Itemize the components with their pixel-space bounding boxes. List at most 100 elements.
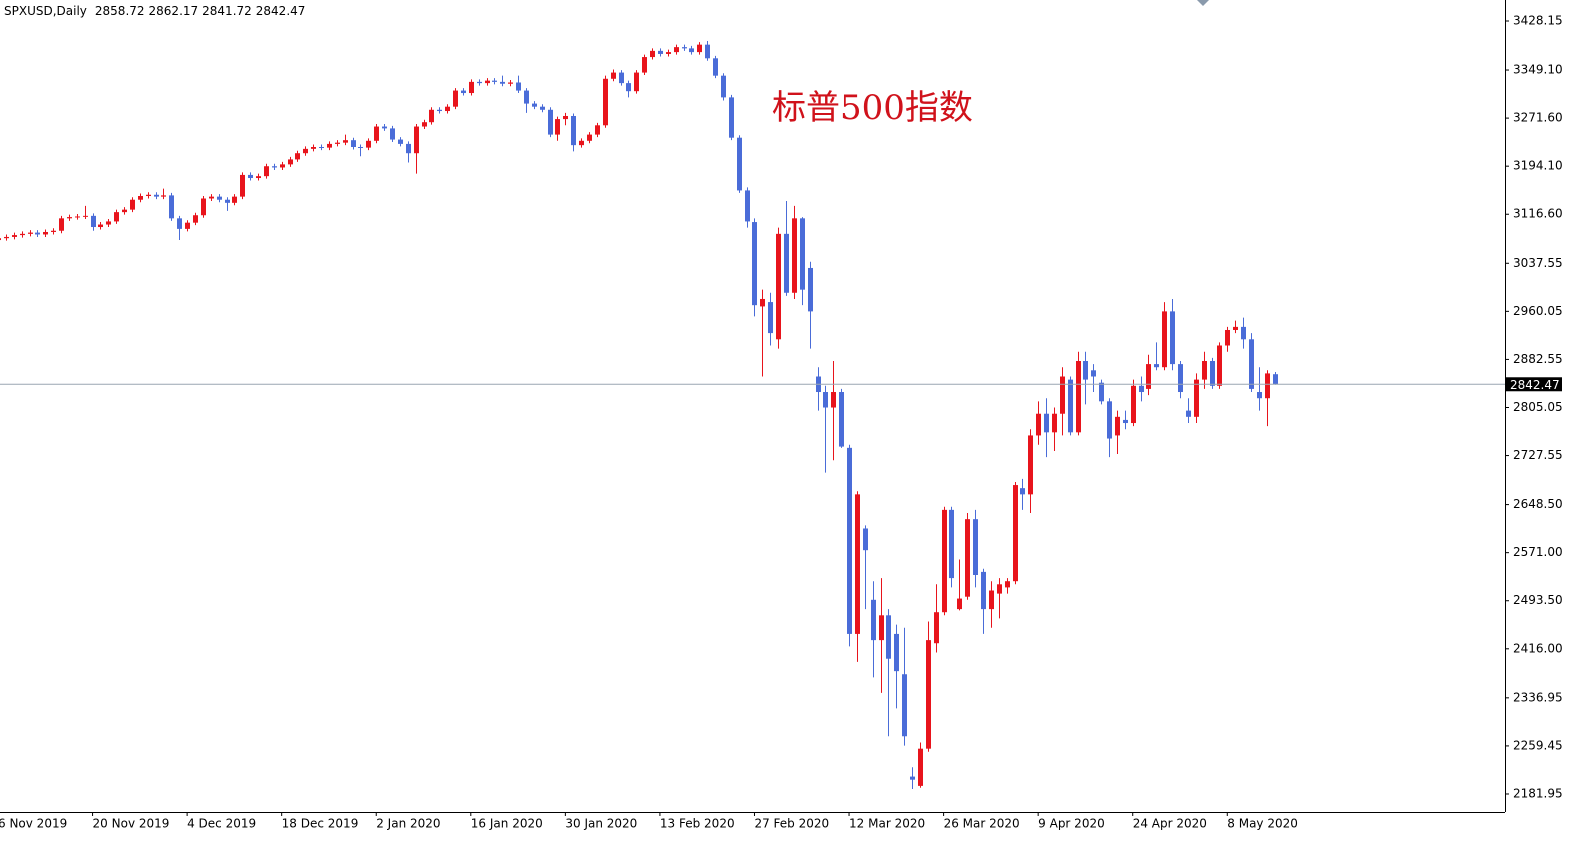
y-tick-label: 2727.55 xyxy=(1513,448,1563,462)
candles xyxy=(0,40,1278,789)
candle-body xyxy=(847,447,852,634)
candle-body xyxy=(697,44,702,53)
candle-body xyxy=(611,72,616,79)
candle-body xyxy=(650,50,655,58)
candle-body xyxy=(161,195,166,197)
x-tick-label: 13 Feb 2020 xyxy=(660,817,735,831)
candle-body xyxy=(75,216,80,218)
candle-body xyxy=(721,75,726,98)
candle-body xyxy=(67,217,72,219)
x-tick-label: 26 Mar 2020 xyxy=(944,817,1020,831)
candle-body xyxy=(603,78,608,126)
candle-body xyxy=(437,109,442,112)
candle-body xyxy=(225,199,230,203)
price-label-box xyxy=(1506,377,1562,392)
candle-body xyxy=(114,212,119,222)
candle-body xyxy=(4,236,9,239)
candle-body xyxy=(485,80,490,84)
candle-body xyxy=(1178,364,1183,393)
candle-body xyxy=(949,509,954,579)
candle-body xyxy=(800,218,805,290)
candle-body xyxy=(1083,360,1088,380)
candle-body xyxy=(1131,385,1136,424)
candle-body xyxy=(130,199,135,210)
y-tick-label: 2336.95 xyxy=(1513,690,1563,704)
candle-body xyxy=(492,80,497,82)
x-tick-label: 8 May 2020 xyxy=(1227,817,1298,831)
price-label: 2842.47 xyxy=(1510,378,1560,392)
candle-body xyxy=(532,103,537,107)
candle-body xyxy=(154,194,159,197)
candle-body xyxy=(1020,488,1025,495)
candle-body xyxy=(508,82,513,84)
candle-body xyxy=(674,47,679,53)
x-tick-label: 24 Apr 2020 xyxy=(1133,817,1207,831)
candle-body xyxy=(745,190,750,222)
candle-body xyxy=(579,140,584,146)
candle-body xyxy=(429,109,434,123)
candle-body xyxy=(863,528,868,551)
candle-body xyxy=(1233,326,1238,330)
candle-body xyxy=(1162,311,1167,368)
candle-body xyxy=(422,122,427,127)
candle-body xyxy=(839,392,844,447)
candle-body xyxy=(658,50,663,54)
candle-body xyxy=(571,115,576,146)
y-tick-label: 3116.60 xyxy=(1513,207,1563,221)
candle-body xyxy=(965,519,970,597)
candle-body xyxy=(406,143,411,154)
candle-body xyxy=(752,222,757,306)
y-tick-label: 2648.50 xyxy=(1513,497,1563,511)
candle-body xyxy=(1202,360,1207,380)
candle-body xyxy=(548,109,553,135)
candle-body xyxy=(193,215,198,223)
candle-body xyxy=(445,106,450,112)
candle-body xyxy=(335,142,340,144)
candle-body xyxy=(51,230,56,232)
candle-body xyxy=(366,140,371,148)
x-tick-label: 9 Apr 2020 xyxy=(1038,817,1105,831)
candle-body xyxy=(232,196,237,203)
y-tick-label: 2181.95 xyxy=(1513,786,1563,800)
candle-body xyxy=(1013,485,1018,582)
candle-body xyxy=(619,72,624,84)
candle-body xyxy=(138,196,143,200)
candle-body xyxy=(28,232,33,234)
candle-body xyxy=(1139,385,1144,393)
y-tick-label: 2571.00 xyxy=(1513,545,1563,559)
candle-body xyxy=(792,218,797,293)
candle-body xyxy=(382,126,387,129)
candle-body xyxy=(477,81,482,84)
y-tick-label: 2805.05 xyxy=(1513,400,1563,414)
shift-marker xyxy=(1197,0,1209,6)
x-tick-label: 20 Nov 2019 xyxy=(93,817,170,831)
candle-body xyxy=(1241,326,1246,340)
candle-body xyxy=(453,90,458,107)
candle-body xyxy=(83,215,88,217)
candle-body xyxy=(1186,410,1191,417)
candle-body xyxy=(989,590,994,610)
candle-body xyxy=(910,776,915,780)
ohlc-open: 2858.72 xyxy=(95,4,145,18)
candle-body xyxy=(327,143,332,148)
candle-body xyxy=(303,148,308,154)
candle-body xyxy=(768,302,773,334)
candle-body xyxy=(879,615,884,641)
y-tick-label: 2259.45 xyxy=(1513,738,1563,752)
candle-body xyxy=(689,48,694,53)
y-tick-label: 2960.05 xyxy=(1513,304,1563,318)
candle-body xyxy=(461,90,466,94)
candle-body xyxy=(217,196,222,200)
candle-body xyxy=(524,90,529,104)
candle-body xyxy=(122,209,127,213)
candle-body xyxy=(295,153,300,160)
candle-body xyxy=(729,97,734,138)
candle-body xyxy=(1257,392,1262,399)
candle-body xyxy=(343,140,348,143)
candle-body xyxy=(1060,376,1065,414)
candle-body xyxy=(886,615,891,659)
candle-body xyxy=(374,126,379,141)
candle-body xyxy=(1028,435,1033,495)
